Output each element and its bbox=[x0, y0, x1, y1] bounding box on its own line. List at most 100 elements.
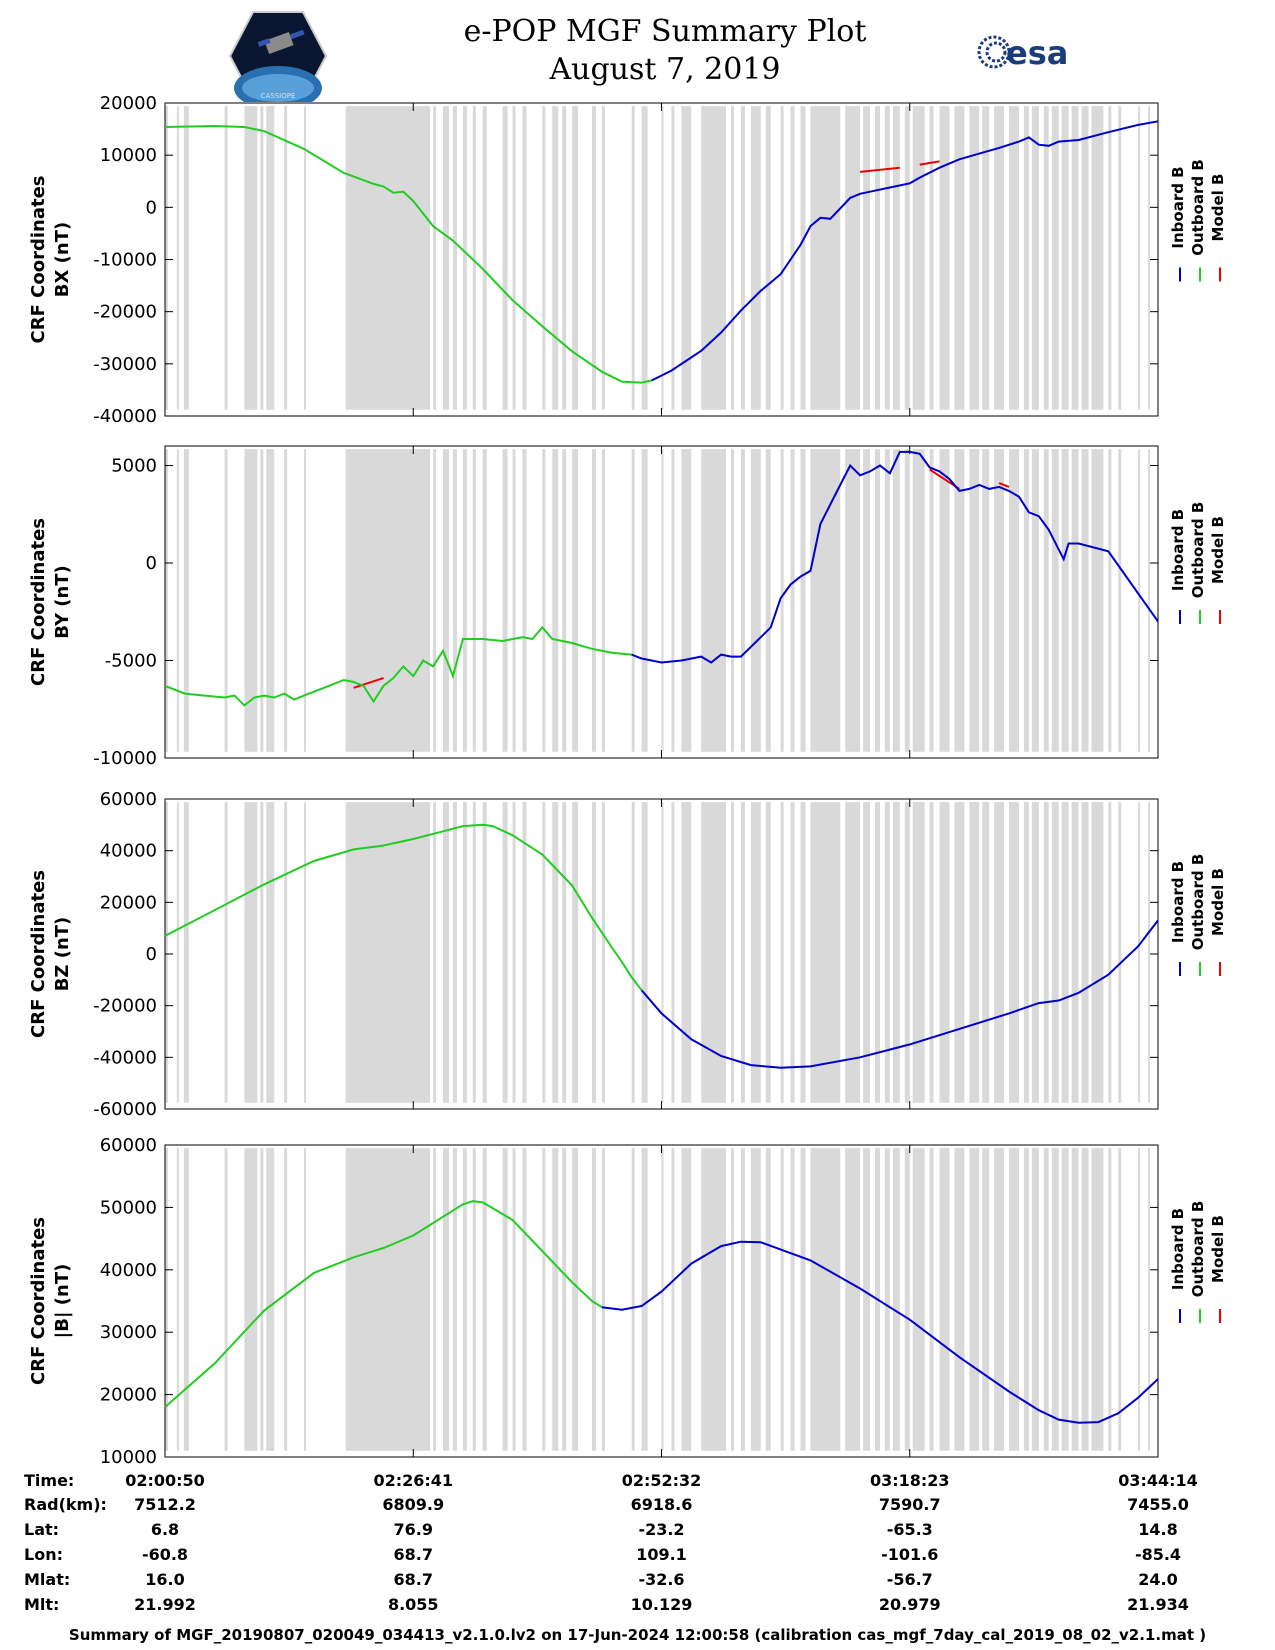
data-gap-band bbox=[601, 449, 605, 752]
data-gap-band bbox=[260, 1148, 264, 1451]
y-tick-label: 20000 bbox=[100, 1385, 157, 1406]
data-gap-band bbox=[863, 449, 871, 752]
x-tick-time-label: 02:52:32 bbox=[622, 1471, 702, 1490]
data-gap-band bbox=[863, 1148, 871, 1451]
data-gap-band bbox=[591, 802, 596, 1103]
data-gap-band bbox=[994, 1148, 1005, 1451]
data-gap-band bbox=[701, 449, 727, 752]
data-gap-band bbox=[863, 106, 871, 410]
data-gap-band bbox=[912, 449, 925, 752]
data-gap-band bbox=[1031, 449, 1039, 752]
data-gap-band bbox=[780, 449, 784, 752]
data-gap-band bbox=[502, 106, 508, 410]
data-gap-band bbox=[671, 802, 675, 1103]
x-tick-time-label: 03:44:14 bbox=[1118, 1471, 1198, 1490]
data-gap-band bbox=[502, 802, 508, 1103]
data-gap-band bbox=[790, 802, 795, 1103]
info-cell: 20.979 bbox=[879, 1595, 941, 1614]
series-outboard-b bbox=[164, 124, 652, 384]
data-gap-band bbox=[345, 802, 431, 1103]
data-gap-band bbox=[701, 106, 727, 410]
legend-inboard-label: Inboard B bbox=[1169, 509, 1187, 591]
data-gap-band bbox=[433, 449, 437, 752]
series-inboard-b bbox=[631, 450, 1159, 664]
data-gap-band bbox=[502, 449, 508, 752]
data-gap-band bbox=[740, 106, 745, 410]
data-gap-band bbox=[994, 802, 1005, 1103]
data-gap-band bbox=[969, 106, 980, 410]
info-cell: 76.9 bbox=[394, 1520, 433, 1539]
info-cell: -23.2 bbox=[638, 1520, 684, 1539]
data-gap-band bbox=[1023, 106, 1029, 410]
data-gap-band bbox=[345, 106, 431, 410]
info-cell: 7455.0 bbox=[1127, 1495, 1189, 1514]
data-gap-band bbox=[904, 449, 910, 752]
data-gap-band bbox=[661, 106, 664, 410]
info-cell: -65.3 bbox=[887, 1520, 933, 1539]
data-gap-band bbox=[1081, 106, 1089, 410]
data-gap-band bbox=[1043, 449, 1049, 752]
series-inboard-b bbox=[640, 919, 1159, 1069]
legend-outboard-label: Outboard B bbox=[1189, 1201, 1207, 1298]
data-gap-band bbox=[641, 1148, 648, 1451]
data-gap-band bbox=[1081, 1148, 1089, 1451]
data-gap-band bbox=[433, 802, 437, 1103]
y-axis-label: CRF Coordinates bbox=[28, 176, 49, 344]
y-axis-label: CRF Coordinates bbox=[28, 518, 49, 686]
data-gap-band bbox=[845, 1148, 861, 1451]
info-cell: -32.6 bbox=[638, 1570, 684, 1589]
data-gap-band bbox=[1009, 1148, 1019, 1451]
data-gap-band bbox=[1023, 802, 1029, 1103]
data-gap-band bbox=[522, 802, 527, 1103]
data-gap-band bbox=[982, 449, 990, 752]
data-gap-band bbox=[1091, 1148, 1104, 1451]
data-gap-band bbox=[892, 106, 900, 410]
data-gap-band bbox=[1138, 1148, 1141, 1451]
data-gap-band bbox=[790, 449, 795, 752]
info-cell: 7512.2 bbox=[134, 1495, 196, 1514]
panel-2: 5000 0 -5000 -10000 CRF Coordinates BY (nT) In… bbox=[28, 445, 1227, 769]
data-gap-band bbox=[912, 106, 925, 410]
data-gap-band bbox=[892, 802, 900, 1103]
data-gap-band bbox=[1061, 449, 1069, 752]
data-gap-band bbox=[443, 106, 449, 410]
data-gap-band bbox=[472, 802, 476, 1103]
data-gap-band bbox=[740, 449, 745, 752]
info-cell: -60.8 bbox=[142, 1545, 188, 1564]
data-gap-band bbox=[750, 802, 761, 1103]
info-cell: 21.992 bbox=[134, 1595, 196, 1614]
data-gap-band bbox=[260, 802, 264, 1103]
data-gap-band bbox=[681, 106, 692, 410]
data-gap-band bbox=[671, 1148, 675, 1451]
data-gap-band bbox=[260, 106, 264, 410]
data-gap-band bbox=[994, 449, 1005, 752]
series-model-b bbox=[859, 166, 900, 173]
data-gap-band bbox=[1031, 1148, 1039, 1451]
info-row-label: Lon: bbox=[24, 1545, 63, 1564]
data-gap-band bbox=[631, 106, 635, 410]
data-gap-band bbox=[671, 106, 675, 410]
data-gap-band bbox=[731, 1148, 734, 1451]
series-inboard-b bbox=[651, 120, 1159, 382]
data-gap-band bbox=[750, 449, 761, 752]
y-tick-label: -60000 bbox=[93, 1099, 157, 1120]
info-cell: 109.1 bbox=[636, 1545, 687, 1564]
data-gap-band bbox=[765, 449, 771, 752]
data-gap-band bbox=[266, 106, 275, 410]
data-gap-band bbox=[260, 449, 264, 752]
data-gap-band bbox=[1091, 106, 1104, 410]
data-gap-band bbox=[631, 449, 635, 752]
data-gap-band bbox=[462, 449, 467, 752]
data-gap-band bbox=[345, 449, 431, 752]
data-gap-band bbox=[1061, 1148, 1069, 1451]
info-cell: 68.7 bbox=[394, 1545, 433, 1564]
data-gap-band bbox=[845, 802, 861, 1103]
x-tick-time-label: 02:26:41 bbox=[373, 1471, 453, 1490]
legend-inboard-label: Inboard B bbox=[1169, 861, 1187, 943]
data-gap-band bbox=[183, 1148, 189, 1451]
data-gap-band bbox=[740, 1148, 745, 1451]
data-gap-band bbox=[765, 106, 771, 410]
legend-model-label: Model B bbox=[1209, 868, 1227, 936]
data-gap-band bbox=[224, 802, 228, 1103]
y-axis-label-unit: BZ (nT) bbox=[52, 917, 73, 992]
